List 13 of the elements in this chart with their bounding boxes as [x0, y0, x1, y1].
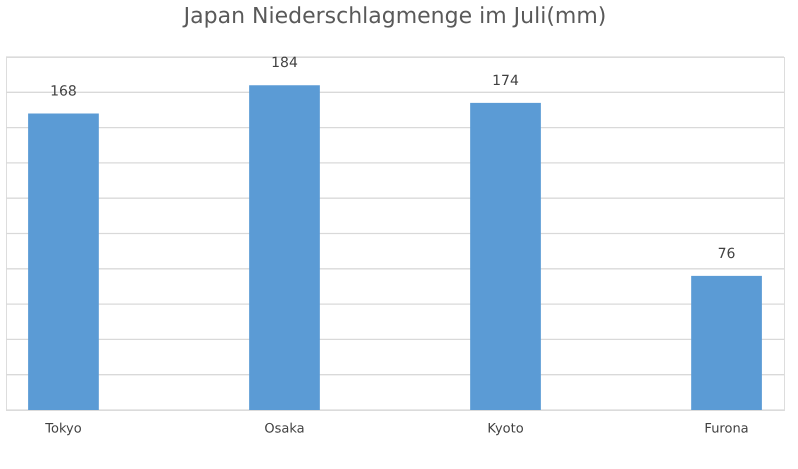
- bar: [691, 276, 762, 410]
- data-label: 184: [271, 55, 298, 72]
- x-tick-label: Furona: [704, 422, 749, 436]
- x-tick-label: Osaka: [264, 422, 305, 436]
- data-label: 76: [718, 246, 736, 262]
- bar: [28, 113, 99, 410]
- x-tick-label: Kyoto: [487, 422, 524, 436]
- data-label: 168: [50, 83, 77, 100]
- x-tick-label: Tokyo: [44, 422, 82, 436]
- bar: [249, 85, 320, 410]
- bar: [470, 102, 541, 410]
- data-label: 174: [492, 72, 519, 89]
- chart-title: Japan Niederschlagmenge im Juli(mm): [182, 4, 606, 30]
